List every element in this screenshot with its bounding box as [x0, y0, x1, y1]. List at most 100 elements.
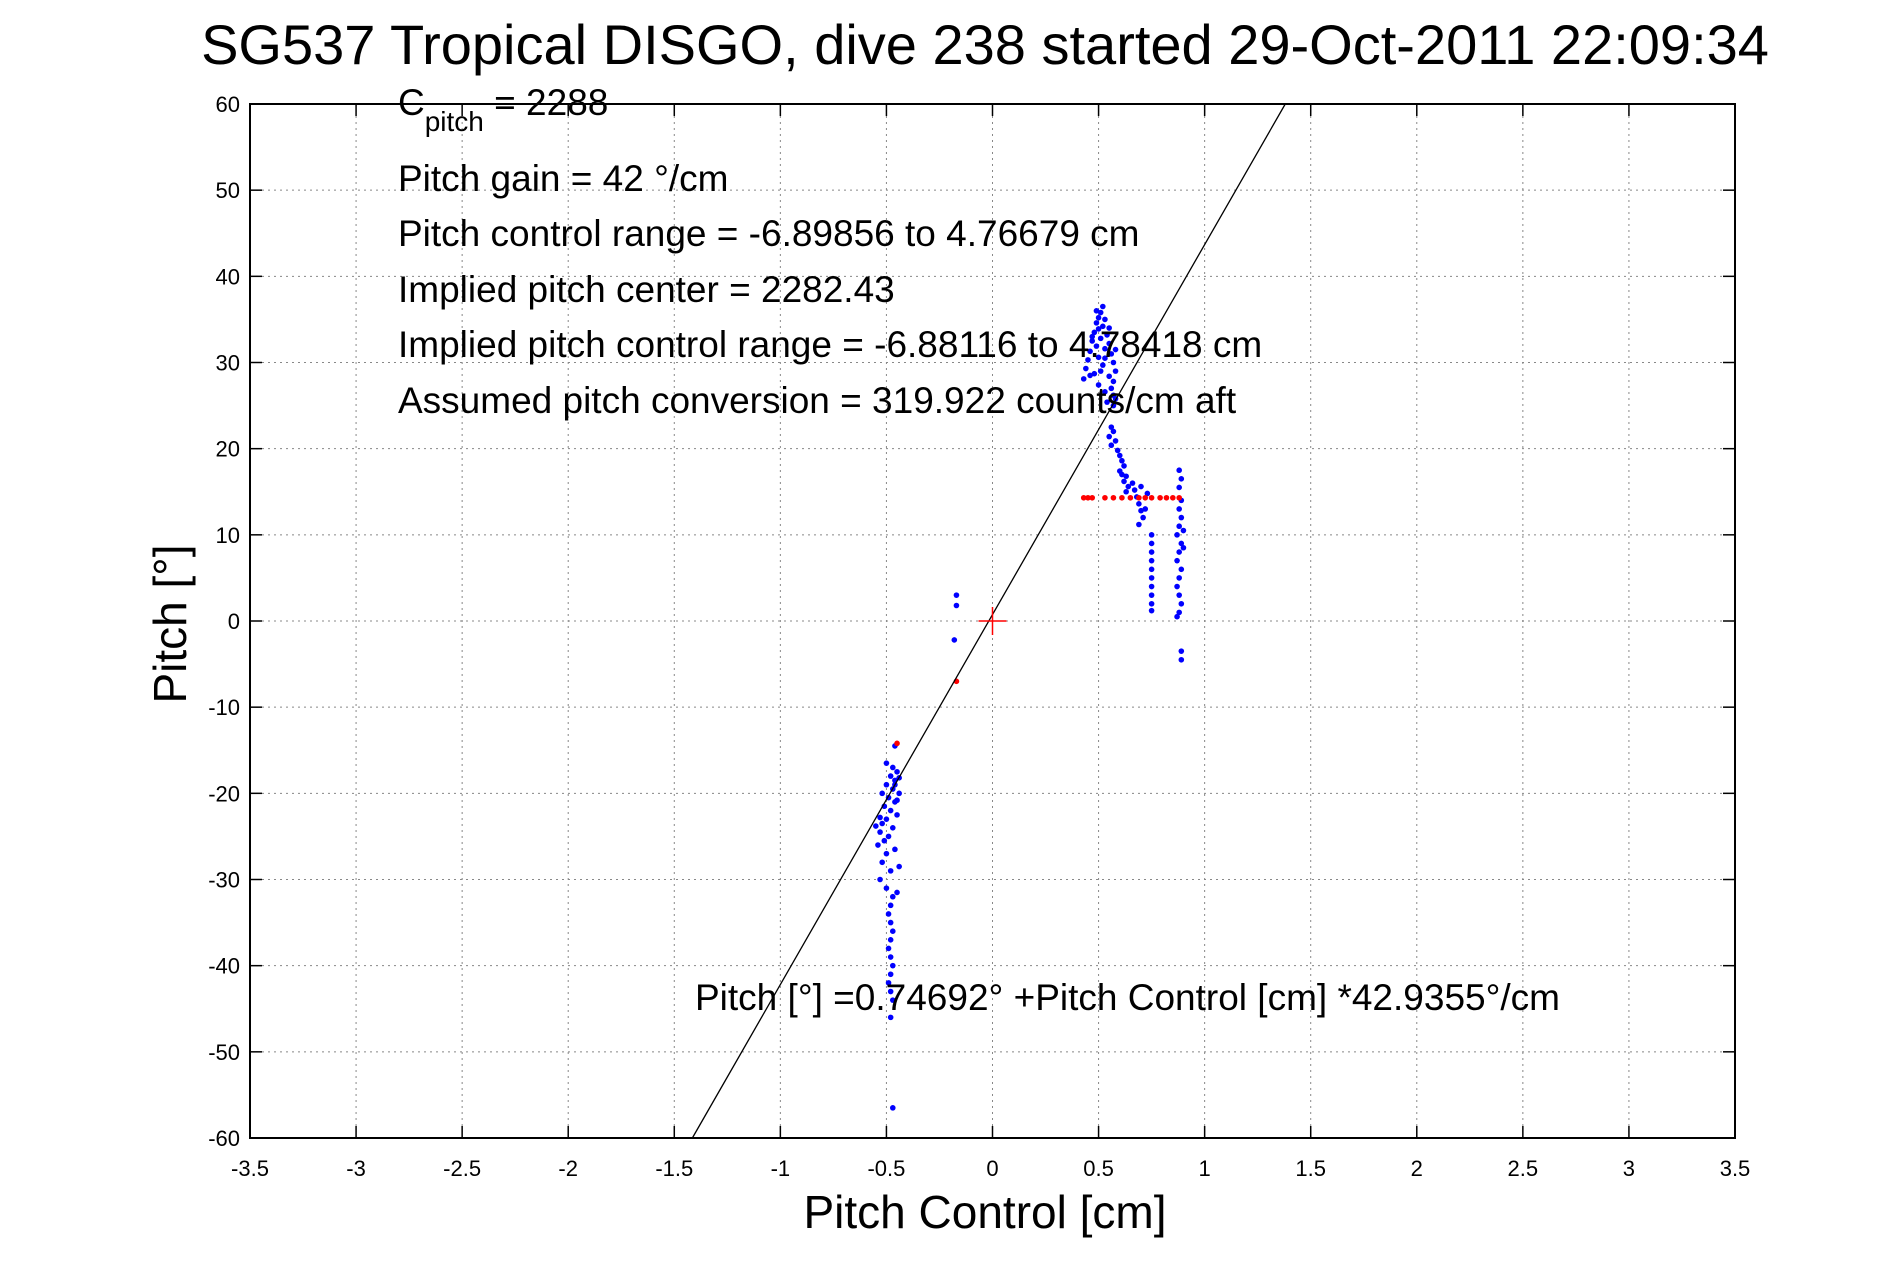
y-tick-label: -60 — [208, 1126, 240, 1151]
data-point — [1144, 490, 1151, 497]
y-tick-label: 0 — [228, 609, 240, 634]
data-point — [953, 602, 960, 609]
x-tick-label: -0.5 — [867, 1156, 905, 1181]
data-point — [1148, 557, 1155, 564]
x-tick-labels: -3.5 -3 -2.5 -2 -1.5 -1 -0.5 0 0.5 1 1.5 2 2.5 3 3.5 — [231, 1156, 1750, 1181]
data-point — [1148, 540, 1155, 547]
data-point — [1142, 494, 1149, 501]
data-point — [894, 797, 900, 804]
data-point — [1097, 368, 1104, 374]
data-point — [1176, 484, 1182, 491]
data-point — [1176, 549, 1182, 555]
y-tick-label: 20 — [216, 437, 240, 462]
data-point — [892, 846, 898, 853]
data-point — [1129, 480, 1136, 486]
data-point — [1091, 329, 1098, 336]
center-marker-layer — [978, 607, 1007, 635]
data-point — [1100, 323, 1106, 330]
data-point — [875, 842, 881, 848]
data-point — [889, 997, 896, 1003]
data-point — [1087, 372, 1093, 379]
data-point — [1085, 357, 1091, 363]
data-point — [1176, 467, 1182, 474]
data-point — [1148, 575, 1155, 581]
data-point — [887, 971, 894, 978]
data-point — [881, 837, 888, 844]
x-tick-label: -2 — [558, 1156, 578, 1181]
c-pitch-value: = 2288 — [484, 82, 608, 123]
data-point — [1121, 478, 1127, 485]
data-point — [1095, 314, 1102, 321]
x-tick-label: 0.5 — [1083, 1156, 1114, 1181]
data-point — [889, 764, 896, 771]
data-point — [1176, 592, 1182, 598]
data-point — [887, 919, 894, 926]
data-point — [1089, 494, 1096, 501]
data-point — [1102, 316, 1108, 323]
data-point — [1148, 583, 1155, 590]
data-point — [889, 928, 896, 934]
c-pitch-annotation: Cpitch = 2288 — [398, 82, 608, 137]
x-tick-label: -3.5 — [231, 1156, 269, 1181]
y-tick-label: 10 — [216, 523, 240, 548]
data-point — [1097, 309, 1104, 316]
data-point — [1106, 340, 1112, 347]
data-point — [1148, 532, 1155, 538]
data-point — [1112, 438, 1119, 444]
data-point — [1178, 514, 1185, 521]
pitch-control-range-annotation: Pitch control range = -6.89856 to 4.7667… — [398, 213, 1140, 254]
data-point — [885, 980, 892, 986]
data-point — [1176, 494, 1182, 501]
data-point — [1138, 507, 1144, 514]
data-point — [1176, 523, 1182, 530]
implied-pitch-control-range-annotation: Implied pitch control range = -6.88116 t… — [398, 324, 1262, 365]
assumed-pitch-conversion-annotation: Assumed pitch conversion = 319.922 count… — [398, 380, 1237, 421]
data-point — [896, 790, 902, 797]
x-tick-label: 2.5 — [1508, 1156, 1539, 1181]
chart-title: SG537 Tropical DISGO, dive 238 started 2… — [201, 13, 1769, 76]
data-point — [1102, 494, 1108, 501]
data-point — [1140, 514, 1146, 521]
data-point — [1180, 544, 1187, 551]
data-point — [1163, 494, 1170, 501]
y-tick-label: -20 — [208, 781, 240, 806]
data-point — [887, 807, 894, 814]
data-point — [1148, 600, 1155, 607]
data-point — [1138, 483, 1144, 490]
y-axis-label: Pitch [°] — [144, 544, 196, 703]
data-point — [1136, 521, 1142, 528]
data-point — [1119, 457, 1125, 464]
plot-frame — [249, 103, 1736, 1139]
c-pitch-main: C — [398, 82, 425, 123]
data-point — [1125, 483, 1132, 490]
data-point — [1123, 488, 1129, 495]
x-tick-label: -3 — [346, 1156, 366, 1181]
data-point — [1178, 566, 1185, 573]
x-tick-label: -2.5 — [443, 1156, 481, 1181]
data-point — [877, 814, 883, 821]
data-point — [1104, 332, 1110, 338]
data-point — [1148, 607, 1155, 614]
scatter-points — [873, 303, 1187, 1111]
x-tick-label: 3 — [1623, 1156, 1635, 1181]
pitch-gain-annotation: Pitch gain = 42 °/cm — [398, 158, 729, 199]
data-point — [887, 988, 894, 995]
data-point — [1148, 592, 1155, 598]
data-point — [1148, 566, 1155, 573]
data-point — [885, 911, 892, 917]
data-point — [1110, 494, 1117, 501]
data-point — [1174, 613, 1180, 620]
data-point — [1136, 494, 1142, 501]
data-point — [1093, 343, 1100, 349]
x-tick-label: 3.5 — [1720, 1156, 1751, 1181]
data-point — [1100, 303, 1106, 310]
data-point — [1102, 345, 1108, 352]
data-point — [1148, 494, 1155, 501]
data-point — [1119, 494, 1125, 501]
data-point — [1106, 325, 1112, 331]
annotations: Cpitch = 2288 Pitch gain = 42 °/cm Pitch… — [398, 82, 1560, 1018]
data-point — [889, 825, 896, 831]
y-tick-label: 30 — [216, 351, 240, 376]
